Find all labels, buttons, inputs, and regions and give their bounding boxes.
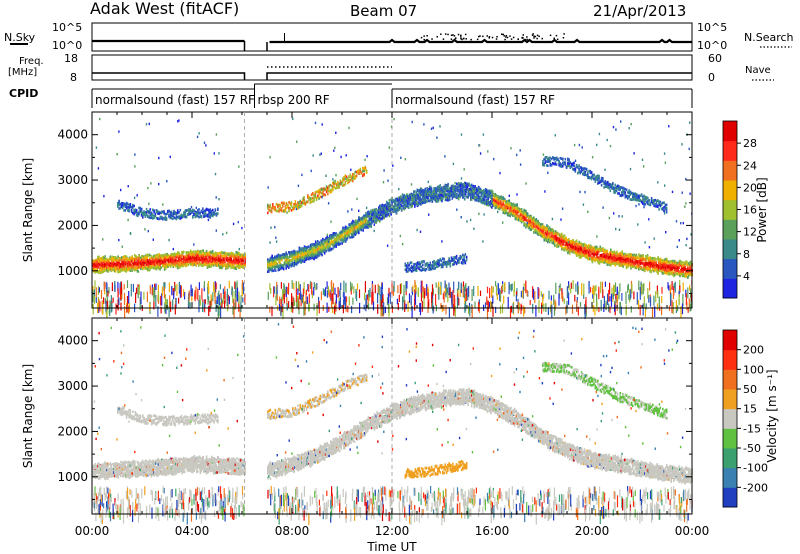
freq-panel: Freq. [MHz] 18 8 60 0 Nave [8, 52, 774, 84]
freq-line [92, 72, 692, 80]
velocity-axes: 4000 3000 2000 1000 [57, 318, 693, 514]
nsearch-label: N.Search [744, 31, 794, 44]
xtick-label: 12:00 [375, 524, 410, 538]
power-axes: 4000 3000 2000 1000 [57, 112, 693, 308]
colorbar-segment [723, 448, 737, 469]
date-title: 21/Apr/2013 [593, 2, 686, 20]
ytick-label: 2000 [57, 424, 88, 438]
colorbar-tick-label: 20 [743, 181, 757, 194]
colorbar-tick-label: -15 [743, 422, 761, 435]
power-panel: 4000 3000 2000 1000 Slant Range [km] 28 24 20… [21, 111, 769, 320]
nave-label: Nave [745, 65, 771, 76]
colorbar-segment [723, 408, 737, 429]
colorbar-segment [723, 330, 737, 351]
colorbar-segment [723, 369, 737, 390]
cpid-mode-0 [91, 88, 255, 108]
power-colorbar: 28 24 20 16 12 8 4 [722, 120, 757, 299]
colorbar-segment [723, 467, 737, 488]
nsky-tick-low: 10^0 [52, 39, 82, 52]
nave-tick-low: 0 [708, 71, 715, 84]
station-title: Adak West (fitACF) [90, 0, 239, 18]
cpid-boxes: normalsound (fast) 157 RF rbsp 200 RF norm… [91, 83, 693, 108]
velocity-ylabel: Slant Range [km] [21, 364, 35, 468]
velocity-colorbar: 200 100 50 15 -15 -50 -100 -200 [722, 329, 768, 508]
colorbar-tick-label: 4 [743, 270, 750, 283]
time-axis-label: Time UT [366, 540, 417, 554]
colorbar-segment [723, 389, 737, 410]
nsky-tick-high: 10^5 [52, 21, 82, 34]
xtick-label: 16:00 [475, 524, 510, 538]
colorbar-segment [723, 239, 737, 260]
colorbar-segment [723, 487, 737, 508]
ytick-label: 2000 [57, 218, 88, 232]
ytick-label: 4000 [57, 128, 88, 142]
colorbar-tick-label: 16 [743, 204, 757, 217]
nsky-line [92, 38, 692, 44]
freq-unit: [MHz] [8, 67, 37, 78]
colorbar-tick-label: 8 [743, 248, 750, 261]
colorbar-segment [723, 278, 737, 299]
colorbar-tick-label: 28 [743, 137, 757, 150]
freq-label: Freq. [19, 56, 44, 67]
colorbar-segment [723, 180, 737, 201]
ytick-label: 1000 [57, 264, 88, 278]
cpid-panel: CPID normalsound (fast) 157 RF rbsp 200 R… [9, 83, 693, 108]
ytick-label: 4000 [57, 334, 88, 348]
colorbar-tick-label: 100 [743, 363, 764, 376]
colorbar-tick-label: -200 [743, 481, 768, 494]
xtick-label: 00:00 [75, 524, 110, 538]
power-ylabel: Slant Range [km] [21, 158, 35, 262]
cpid-mode-label-1: rbsp 200 RF [258, 93, 330, 107]
cpid-label: CPID [9, 87, 38, 100]
cpid-mode-1 [254, 83, 392, 108]
beam-title: Beam 07 [350, 2, 417, 20]
nsearch-tick-high: 10^5 [697, 21, 727, 34]
power-scatter [92, 117, 693, 320]
colorbar-segment [723, 140, 737, 161]
freq-trace [92, 66, 692, 80]
colorbar-tick-label: 24 [743, 159, 757, 172]
xtick-label: 08:00 [275, 524, 310, 538]
velocity-panel: 4000 3000 2000 1000 Slant Range [km] 200 100… [21, 317, 779, 526]
ytick-label: 1000 [57, 470, 88, 484]
colorbar-segment [723, 428, 737, 449]
colorbar-segment [723, 258, 737, 279]
xtick-label: 04:00 [175, 524, 210, 538]
colorbar-tick-label: 15 [743, 403, 757, 416]
ytick-label: 3000 [57, 173, 88, 187]
freq-tick-low: 8 [70, 71, 77, 84]
colorbar-tick-label: 50 [743, 383, 757, 396]
nsky-label: N.Sky [4, 31, 36, 44]
cpid-mode-2 [391, 88, 692, 108]
ytick-label: 3000 [57, 379, 88, 393]
colorbar-segment [723, 349, 737, 370]
colorbar-tick-label: 200 [743, 344, 764, 357]
cpid-mode-label-0: normalsound (fast) 157 RF [95, 93, 255, 107]
nsky-trace [92, 33, 692, 51]
colorbar-segment [723, 199, 737, 220]
power-colorbar-label: Power [dB] [755, 177, 769, 242]
freq-tick-high: 18 [64, 52, 78, 65]
xtick-label: 00:00 [675, 524, 710, 538]
colorbar-segment [723, 121, 737, 142]
velocity-scatter [92, 323, 693, 526]
colorbar-tick-label: -100 [743, 462, 768, 475]
colorbar-tick-label: -50 [743, 442, 761, 455]
xtick-label: 20:00 [575, 524, 610, 538]
nsearch-tick-low: 10^0 [697, 39, 727, 52]
colorbar-segment [723, 160, 737, 181]
nave-tick-high: 60 [708, 52, 722, 65]
colorbar-segment [723, 219, 737, 240]
velocity-colorbar-label: Velocity [m s⁻¹] [765, 369, 779, 462]
colorbar-tick-label: 12 [743, 226, 757, 239]
cpid-mode-label-2: normalsound (fast) 157 RF [395, 93, 555, 107]
nsky-panel: N.Sky 10^5 10^0 10^5 10^0 N.Search [4, 21, 794, 52]
time-axis: 00:00 04:00 08:00 12:00 16:00 20:00 00:00 [75, 524, 710, 538]
